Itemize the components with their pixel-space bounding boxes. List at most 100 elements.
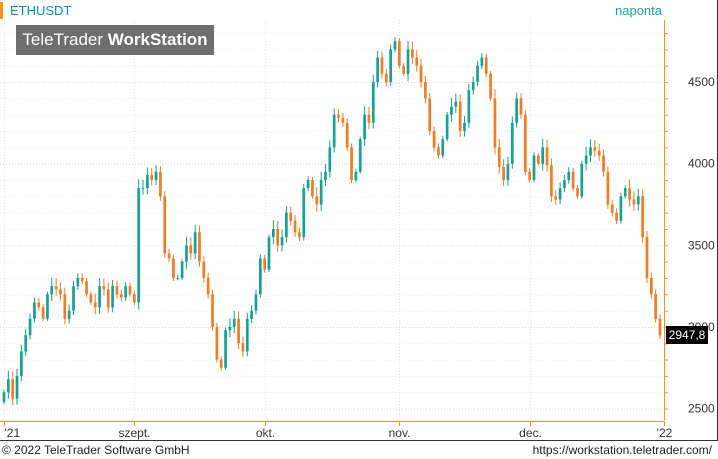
candle-up [193, 232, 197, 254]
candle-up [567, 171, 571, 180]
candle-down [628, 188, 631, 200]
candle-up [258, 258, 262, 295]
ticker-symbol: ETHUSDT [0, 2, 71, 19]
candle-up [141, 188, 145, 190]
candle-down [528, 171, 532, 180]
candle-down [367, 114, 371, 123]
candlestick-series [2, 37, 662, 406]
candle-up [319, 180, 323, 205]
candle-down [85, 281, 88, 295]
x-axis-ticks: '21 szept. okt. nov. dec. '22 [4, 421, 673, 440]
candle-down [497, 147, 501, 167]
candle-down [641, 196, 644, 238]
candle-down [350, 147, 353, 180]
candle-down [119, 294, 123, 298]
last-price-tag: 2947,8 [666, 326, 708, 345]
x-tick-label: nov. [389, 426, 411, 440]
candle-down [537, 155, 540, 164]
candle-down [489, 73, 492, 99]
candle-up [285, 212, 288, 238]
footer: © 2022 TeleTrader Software GmbH https://… [0, 441, 718, 459]
candle-up [563, 180, 566, 189]
candle-up [154, 171, 158, 180]
candle-up [589, 147, 592, 156]
candle-down [402, 65, 406, 74]
copyright-text: © 2022 TeleTrader Software GmbH [2, 443, 190, 457]
candle-down [397, 41, 401, 66]
candle-up [46, 294, 49, 319]
candle-down [649, 277, 653, 295]
candle-down [632, 199, 636, 205]
candle-up [67, 310, 71, 319]
candle-up [137, 188, 141, 303]
candle-down [172, 258, 175, 278]
candle-up [332, 114, 336, 148]
candle-up [619, 196, 623, 221]
candle-down [484, 57, 488, 74]
candle-down [606, 171, 610, 205]
candle-down [610, 204, 614, 213]
candle-down [545, 147, 549, 166]
candle-up [98, 286, 101, 308]
candle-down [311, 180, 314, 197]
candle-down [519, 98, 523, 115]
candle-down [298, 232, 301, 238]
candle-down [241, 343, 245, 352]
candle-down [263, 258, 267, 270]
website-link[interactable]: https://workstation.teletrader.com/ [532, 443, 712, 457]
y-tick-label: 3500 [688, 238, 715, 252]
candle-down [458, 101, 462, 132]
candle-down [41, 307, 45, 319]
candle-down [554, 196, 558, 200]
candle-up [111, 286, 114, 308]
candle-down [59, 289, 62, 295]
candle-down [189, 245, 193, 254]
candle-down [597, 150, 601, 156]
candle-down [428, 98, 432, 132]
candle-down [523, 114, 527, 172]
candle-down [93, 302, 97, 308]
candle-up [558, 188, 562, 200]
candle-up [224, 330, 227, 368]
candle-down [415, 57, 419, 66]
candle-down [289, 212, 293, 221]
candle-down [237, 318, 240, 344]
candle-up [146, 175, 149, 189]
candle-up [454, 101, 458, 107]
candle-up [363, 114, 366, 140]
x-tick-label: '21 [5, 426, 21, 440]
candle-up [376, 57, 379, 83]
candle-up [358, 139, 362, 172]
candle-up [124, 286, 127, 298]
candle-up [510, 122, 514, 164]
candle-up [176, 277, 180, 279]
plot-background [0, 0, 718, 441]
candle-down [163, 196, 167, 254]
candle-down [128, 286, 132, 295]
candle-down [63, 294, 67, 319]
candle-down [419, 65, 423, 83]
candle-up [302, 188, 306, 238]
candle-up [450, 106, 453, 115]
candle-up [72, 286, 75, 311]
candle-down [437, 147, 440, 156]
candle-down [602, 155, 605, 172]
candle-down [219, 359, 223, 368]
candle-down [341, 117, 345, 123]
candle-down [615, 212, 618, 221]
candle-up [232, 318, 236, 327]
candle-down [493, 98, 497, 148]
candle-up [33, 302, 36, 319]
candle-down [54, 286, 58, 290]
candle-up [476, 65, 479, 83]
candle-up [480, 57, 484, 66]
candle-up [471, 82, 475, 91]
candle-up [228, 326, 232, 331]
candle-down [576, 188, 579, 197]
x-tick-label: okt. [256, 426, 275, 440]
period-label[interactable]: naponta [615, 3, 662, 18]
logo-text-light: TeleTrader [22, 30, 108, 49]
candle-up [354, 171, 358, 180]
candle-down [432, 131, 436, 148]
teletrader-logo: TeleTrader WorkStation [16, 25, 214, 55]
